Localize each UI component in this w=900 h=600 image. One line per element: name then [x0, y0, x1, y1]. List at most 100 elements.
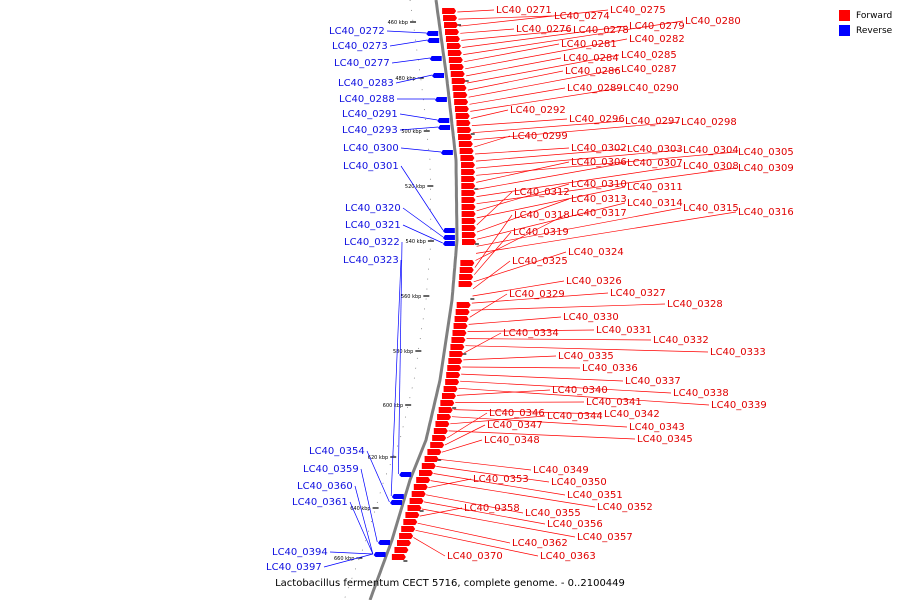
leader-line: [459, 9, 609, 27]
leader-line: [466, 338, 652, 341]
forward-gene: [446, 372, 461, 378]
leader-line: [451, 416, 628, 428]
forward-gene: [453, 92, 468, 98]
leader-line: [448, 430, 636, 440]
leader-line: [466, 57, 562, 77]
forward-gene-label: LC40_0297: [625, 116, 681, 127]
leader-line: [462, 366, 581, 369]
forward-gene: [454, 316, 469, 322]
tick-label: 660 kbp: [334, 556, 354, 562]
leader-line: [472, 120, 624, 134]
gene-features: [373, 8, 476, 560]
genome-backbone: [343, 0, 459, 600]
leader-line: [464, 332, 502, 354]
forward-gene-label: LC40_0330: [563, 312, 619, 323]
forward-gene-label: LC40_0296: [569, 114, 625, 125]
tick-label: 580 kbp: [393, 349, 413, 355]
forward-gene: [449, 351, 464, 357]
forward-gene-label: LC40_0312: [514, 187, 570, 198]
tick-label: 640 kbp: [350, 506, 370, 512]
leader-line: [329, 551, 373, 555]
forward-gene-label: LC40_0304: [683, 145, 739, 156]
forward-gene: [447, 365, 462, 371]
legend-reverse-swatch: [839, 25, 850, 36]
reverse-gene-label: LC40_0361: [292, 497, 348, 508]
forward-gene-label: LC40_0318: [514, 210, 570, 221]
leader-line: [354, 485, 374, 555]
forward-gene: [461, 218, 476, 224]
leader-line: [474, 231, 512, 275]
forward-gene-label: LC40_0271: [496, 5, 552, 16]
forward-gene-label: LC40_0356: [547, 519, 603, 530]
reverse-gene: [442, 241, 455, 246]
forward-gene-label: LC40_0335: [558, 351, 614, 362]
reverse-gene-label: LC40_0291: [342, 109, 398, 120]
forward-gene-label: LC40_0363: [540, 551, 596, 562]
forward-gene-label: LC40_0341: [586, 397, 642, 408]
leader-line: [428, 478, 472, 489]
forward-gene-label: LC40_0355: [525, 508, 581, 519]
forward-gene: [399, 533, 414, 539]
forward-gene: [438, 407, 453, 413]
reverse-gene-label: LC40_0293: [342, 125, 398, 136]
leader-line: [475, 211, 737, 254]
leader-line: [426, 494, 524, 514]
leader-line: [441, 439, 483, 453]
reverse-gene: [399, 472, 412, 477]
leader-line: [468, 316, 562, 325]
forward-gene-label: LC40_0285: [621, 50, 677, 61]
forward-gene-label: LC40_0344: [547, 411, 603, 422]
forward-gene-label: LC40_0309: [738, 163, 794, 174]
forward-gene-label: LC40_0358: [464, 503, 520, 514]
leader-line: [476, 151, 737, 176]
forward-gene: [461, 190, 476, 196]
leader-line: [323, 553, 373, 568]
forward-gene: [416, 477, 431, 483]
leader-line: [461, 373, 624, 382]
reverse-gene: [390, 500, 402, 505]
reverse-gene: [442, 235, 455, 240]
forward-gene: [441, 393, 456, 399]
tick-label: 540 kbp: [406, 239, 426, 245]
forward-gene: [459, 267, 474, 273]
leader-line: [475, 148, 626, 162]
leader-line: [399, 126, 439, 131]
leader-line: [468, 68, 620, 98]
forward-gene: [461, 176, 476, 182]
forward-gene: [460, 260, 475, 266]
forward-gene-label: LC40_0279: [629, 21, 685, 32]
forward-gene: [451, 78, 466, 84]
leader-line: [469, 293, 508, 318]
reverse-gene: [438, 125, 451, 130]
leader-line: [476, 191, 513, 226]
leader-line: [439, 458, 532, 471]
forward-gene-label: LC40_0313: [571, 194, 627, 205]
forward-gene-label: LC40_0336: [582, 363, 638, 374]
reverse-gene-label: LC40_0277: [334, 58, 390, 69]
forward-gene: [459, 274, 474, 280]
forward-gene: [458, 134, 473, 140]
leader-line: [446, 412, 488, 439]
tick-label: 620 kbp: [368, 455, 388, 461]
reverse-gene-label: LC40_0320: [345, 203, 401, 214]
forward-gene: [454, 106, 469, 112]
leader-line: [386, 30, 427, 34]
leader-line: [476, 207, 682, 247]
leader-line: [476, 167, 737, 205]
forward-gene-label: LC40_0276: [516, 24, 572, 35]
forward-gene: [458, 281, 473, 287]
leader-line: [415, 529, 539, 557]
reverse-gene: [432, 73, 445, 78]
legend: Forward Reverse: [839, 8, 892, 38]
forward-gene: [449, 64, 464, 70]
forward-gene: [444, 29, 459, 35]
forward-gene: [461, 204, 476, 210]
legend-forward-swatch: [839, 10, 850, 21]
forward-gene: [459, 148, 474, 154]
forward-gene: [394, 547, 409, 553]
leader-line: [467, 329, 595, 332]
forward-gene-label: LC40_0357: [577, 532, 633, 543]
forward-gene-label: LC40_0299: [512, 131, 568, 142]
forward-gene: [456, 120, 471, 126]
